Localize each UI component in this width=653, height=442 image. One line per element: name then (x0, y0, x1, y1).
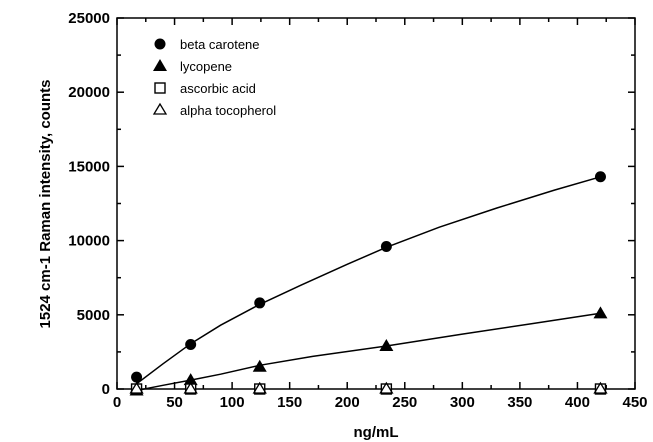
x-tick-label: 0 (113, 394, 121, 411)
data-point-s4-2 (183, 381, 198, 394)
data-point-s4-5 (593, 381, 608, 394)
data-point-s4-1 (129, 381, 144, 394)
x-tick-label: 400 (565, 394, 590, 411)
y-axis-title: 1524 cm-1 Raman intensity, counts (37, 80, 54, 329)
x-axis: 0 50 100 150 200 250 300 350 400 450 (113, 18, 648, 411)
data-point-s1-2 (185, 338, 197, 350)
x-tick-label: 300 (450, 394, 475, 411)
data-point-s2-2 (183, 373, 198, 386)
y-tick-label: 20000 (68, 84, 110, 101)
fit-curve-2 (136, 312, 601, 392)
legend-label-2: lycopene (180, 59, 232, 74)
data-point-s1-1 (131, 371, 143, 383)
data-point-s2-3 (252, 359, 267, 372)
legend-marker-2 (153, 59, 167, 71)
x-tick-label: 250 (392, 394, 417, 411)
legend-label-1: beta carotene (180, 37, 260, 52)
x-tick-label: 100 (220, 394, 245, 411)
y-tick-label: 5000 (77, 307, 110, 324)
data-point-s4-3 (252, 381, 267, 394)
data-point-s1-5 (594, 171, 606, 183)
legend: beta carotene lycopene ascorbic acid alpha … (152, 37, 276, 118)
x-tick-label: 50 (166, 394, 183, 411)
x-tick-label: 450 (622, 394, 647, 411)
data-point-s1-3 (254, 297, 266, 309)
legend-marker-1 (154, 38, 166, 50)
data-markers (129, 171, 608, 396)
legend-label-4: alpha tocopherol (180, 103, 276, 118)
legend-label-3: ascorbic acid (180, 81, 256, 96)
data-point-s2-4 (379, 338, 394, 351)
y-tick-label: 0 (102, 381, 110, 398)
fit-curves (136, 176, 601, 392)
data-point-s1-4 (380, 241, 392, 253)
y-tick-label: 10000 (68, 233, 110, 250)
data-point-s2-5 (593, 306, 608, 319)
x-tick-label: 150 (277, 394, 302, 411)
fit-curve-1 (136, 176, 601, 385)
y-tick-label: 25000 (68, 10, 110, 27)
y-axis: 0 5000 10000 15000 20000 25000 (68, 10, 635, 398)
x-tick-label: 350 (507, 394, 532, 411)
legend-marker-4 (152, 102, 168, 115)
x-axis-title: ng/mL (354, 424, 399, 441)
data-point-s4-4 (379, 381, 394, 394)
y-tick-label: 15000 (68, 158, 110, 175)
x-tick-label: 200 (335, 394, 360, 411)
legend-marker-3 (154, 82, 166, 94)
